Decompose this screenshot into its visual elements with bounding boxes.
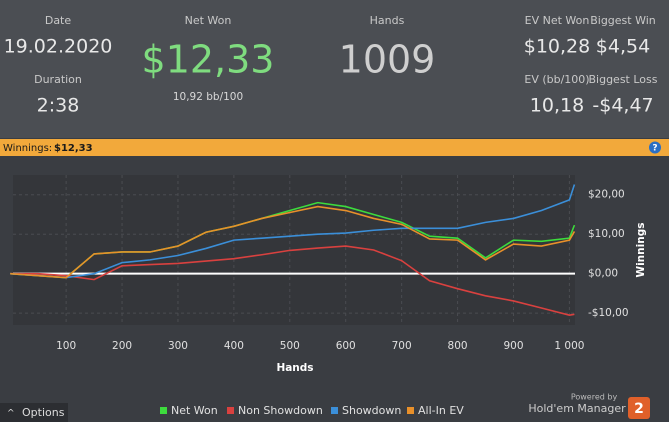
x-tick-label: 200: [112, 340, 132, 352]
label: EV (bb/100): [524, 73, 589, 86]
x-tick-label: 700: [392, 340, 412, 352]
options-button[interactable]: [0, 403, 68, 422]
y-tick-label: $0,00: [588, 268, 618, 280]
bar-value: $12,33: [54, 143, 93, 154]
y-axis-title: Winnings: [635, 223, 647, 278]
value: -$4,47: [592, 95, 653, 117]
net-won-value: $12,33: [142, 38, 275, 82]
legend-label: All-In EV: [418, 404, 464, 417]
label: Date: [45, 14, 72, 27]
legend-label: Showdown: [342, 404, 401, 417]
x-axis-title: Hands: [276, 362, 313, 374]
legend: Net Won Non Showdown Showdown All-In EV: [160, 404, 464, 417]
value: 10,18: [530, 95, 584, 117]
help-button[interactable]: [649, 141, 661, 154]
series-line: [10, 184, 576, 279]
label: Biggest Loss: [588, 73, 657, 86]
x-tick-label: 100: [56, 340, 76, 352]
x-tick-label: 600: [336, 340, 356, 352]
y-tick-label: -$10,00: [588, 307, 629, 319]
x-tick-label: 300: [168, 340, 188, 352]
bar-label: Winnings:: [3, 143, 52, 154]
value: 19.02.2020: [4, 36, 113, 58]
legend-swatch: [331, 407, 338, 414]
title-bar: [0, 139, 669, 156]
label: Biggest Win: [590, 14, 656, 27]
brand: Hold'em Manager: [528, 402, 626, 415]
powered-by: Powered by: [571, 393, 618, 402]
x-tick-label: 500: [280, 340, 300, 352]
legend-swatch: [160, 407, 167, 414]
label: EV Net Won: [525, 14, 590, 27]
legend-label: Non Showdown: [238, 404, 323, 417]
value: $10,28: [524, 36, 590, 58]
label: Net Won: [185, 14, 232, 27]
y-tick-label: $20,00: [588, 189, 625, 201]
x-tick-label: 900: [503, 340, 523, 352]
legend-swatch: [227, 407, 234, 414]
brand-badge-text: 2: [634, 401, 644, 417]
stats-panel: [0, 0, 669, 138]
value: 2:38: [37, 95, 80, 117]
label: Duration: [34, 73, 82, 86]
x-tick-label: 400: [224, 340, 244, 352]
x-tick-label: 800: [448, 340, 468, 352]
legend-label: Net Won: [171, 404, 218, 417]
brand-badge: [628, 397, 650, 419]
x-tick-label: 1 000: [554, 340, 584, 352]
options-label[interactable]: Options: [22, 406, 65, 419]
series-line: [10, 205, 576, 279]
help-icon[interactable]: ?: [652, 144, 657, 154]
value: $4,54: [596, 36, 650, 58]
label: Hands: [370, 14, 405, 27]
y-tick-label: $10,00: [588, 228, 625, 240]
options-caret[interactable]: ^: [7, 409, 15, 419]
legend-swatch: [407, 407, 414, 414]
series-line: [10, 245, 575, 316]
sub-value: 10,92 bb/100: [173, 91, 243, 103]
hands-value: 1009: [339, 38, 436, 82]
